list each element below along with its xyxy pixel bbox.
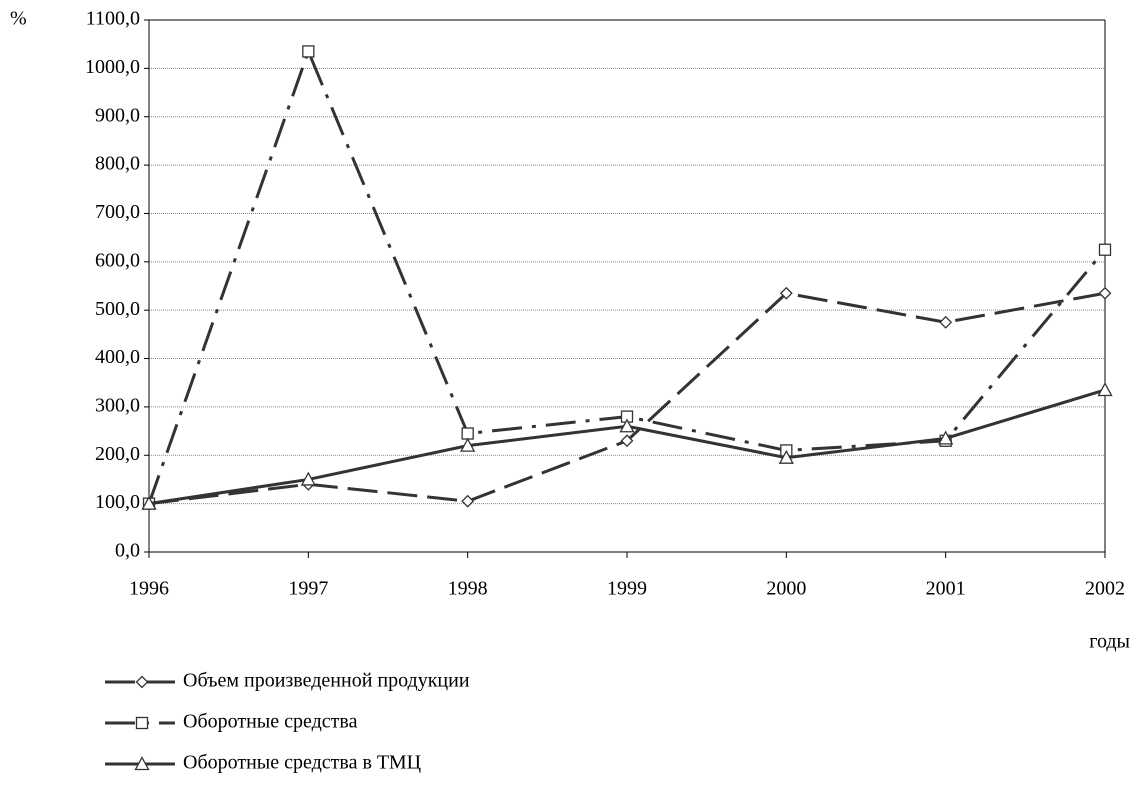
legend-label: Оборотные средства в ТМЦ xyxy=(183,752,421,774)
y-tick-label: 500,0 xyxy=(95,298,140,320)
series-line xyxy=(148,291,1106,506)
marker xyxy=(135,716,149,730)
legend-label: Объем произведенной продукции xyxy=(183,670,470,692)
marker xyxy=(134,756,150,771)
marker xyxy=(141,495,157,510)
y-tick-label: 900,0 xyxy=(95,104,140,126)
marker xyxy=(460,437,476,452)
x-tick-label: 1996 xyxy=(129,578,169,600)
y-tick-label: 1000,0 xyxy=(85,56,140,78)
marker xyxy=(620,434,634,448)
marker xyxy=(1097,382,1113,397)
y-tick-label: 100,0 xyxy=(95,491,140,513)
x-tick-label: 2000 xyxy=(766,578,806,600)
marker xyxy=(461,494,475,508)
x-tick-label: 2001 xyxy=(926,578,966,600)
y-tick-label: 200,0 xyxy=(95,443,140,465)
marker xyxy=(461,427,474,440)
x-tick-label: 1997 xyxy=(288,578,328,600)
y-tick-label: 800,0 xyxy=(95,153,140,175)
marker xyxy=(938,430,954,445)
marker xyxy=(779,286,793,300)
y-tick-label: 0,0 xyxy=(115,540,140,562)
y-tick-label: 300,0 xyxy=(95,395,140,417)
marker xyxy=(619,418,635,433)
legend-label: Оборотные средства xyxy=(183,711,358,733)
marker xyxy=(135,675,149,689)
x-axis-label: годы xyxy=(1089,631,1130,653)
marker xyxy=(302,45,315,58)
marker xyxy=(939,315,953,329)
x-tick-label: 2002 xyxy=(1085,578,1125,600)
marker xyxy=(300,471,316,486)
marker xyxy=(778,449,794,464)
y-tick-label: 400,0 xyxy=(95,346,140,368)
marker xyxy=(1098,243,1112,256)
y-tick-label: 700,0 xyxy=(95,201,140,223)
x-tick-label: 1999 xyxy=(607,578,647,600)
y-axis-label: % xyxy=(10,8,27,30)
x-tick-label: 1998 xyxy=(448,578,488,600)
y-tick-label: 600,0 xyxy=(95,249,140,271)
y-tick-label: 1100,0 xyxy=(86,8,140,30)
marker xyxy=(1098,286,1112,300)
